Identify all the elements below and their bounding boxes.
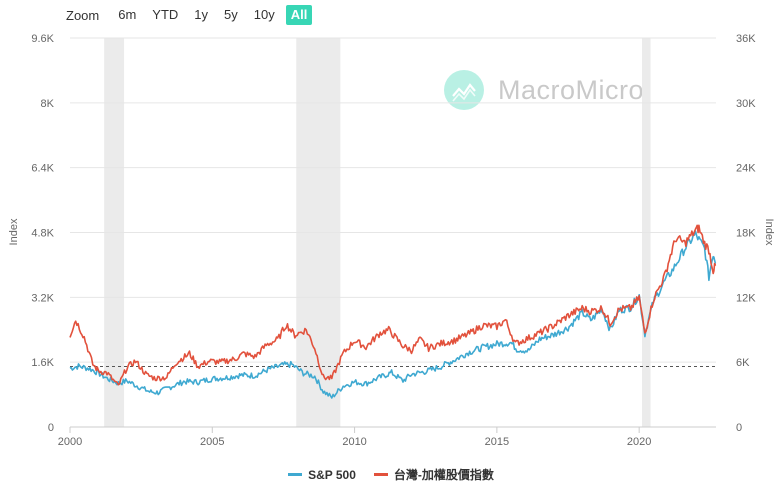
range-selector: Zoom 6m YTD 1y 5y 10y All (66, 5, 318, 25)
left-axis-ticks: 0 1.6K 3.2K 4.8K 6.4K 8K 9.6K (31, 33, 54, 434)
right-tick-label: 30K (736, 98, 756, 110)
legend-label-taiex: 台灣-加權股價指數 (393, 468, 494, 482)
zoom-10y-button[interactable]: 10y (253, 7, 275, 22)
zoom-label: Zoom (66, 7, 100, 23)
x-tick-label: 2010 (342, 436, 366, 448)
zoom-1y-button[interactable]: 1y (194, 7, 209, 22)
legend-item-taiex[interactable]: 台灣-加權股價指數 (373, 466, 494, 483)
zoom-ytd-button[interactable]: YTD (152, 7, 179, 22)
left-axis-title: Index (8, 218, 20, 245)
right-tick-label: 12K (736, 292, 756, 304)
legend: S&P 500 台灣-加權股價指數 (0, 466, 782, 483)
zoom-5y-button[interactable]: 5y (224, 7, 238, 22)
left-tick-label: 3.2K (31, 292, 54, 304)
legend-swatch-taiex (373, 473, 388, 476)
zoom-6m-button[interactable]: 6m (118, 7, 137, 22)
left-tick-label: 9.6K (31, 33, 54, 45)
x-tick-label: 2015 (485, 436, 509, 448)
right-tick-label: 0 (736, 422, 742, 434)
x-tick-label: 2020 (627, 436, 651, 448)
watermark: MacroMicro (444, 70, 644, 110)
right-tick-label: 6K (736, 357, 750, 369)
right-tick-label: 24K (736, 163, 756, 175)
right-tick-label: 36K (736, 33, 756, 45)
left-tick-label: 0 (48, 422, 54, 434)
grid-lines (70, 37, 716, 428)
legend-label-sp500: S&P 500 (308, 467, 356, 482)
series-lines (69, 224, 717, 399)
x-tick-label: 2005 (200, 436, 224, 448)
right-axis-ticks: 0 6K 12K 18K 24K 30K 36K (736, 33, 756, 434)
x-tick-label: 2000 (58, 436, 82, 448)
left-tick-label: 8K (41, 98, 55, 110)
left-tick-label: 4.8K (31, 228, 54, 240)
left-tick-label: 6.4K (31, 163, 54, 175)
legend-swatch-sp500 (288, 473, 303, 476)
left-tick-label: 1.6K (31, 357, 54, 369)
series-line-taiex (69, 224, 717, 386)
legend-item-sp500[interactable]: S&P 500 (288, 466, 356, 483)
zoom-all-button[interactable]: All (285, 5, 313, 25)
right-tick-label: 18K (736, 228, 756, 240)
x-axis-ticks: 2000 2005 2010 2015 2020 (58, 427, 651, 448)
watermark-text: MacroMicro (498, 74, 645, 105)
series-line-sp500 (69, 230, 717, 399)
right-axis-title: Index (763, 219, 775, 246)
